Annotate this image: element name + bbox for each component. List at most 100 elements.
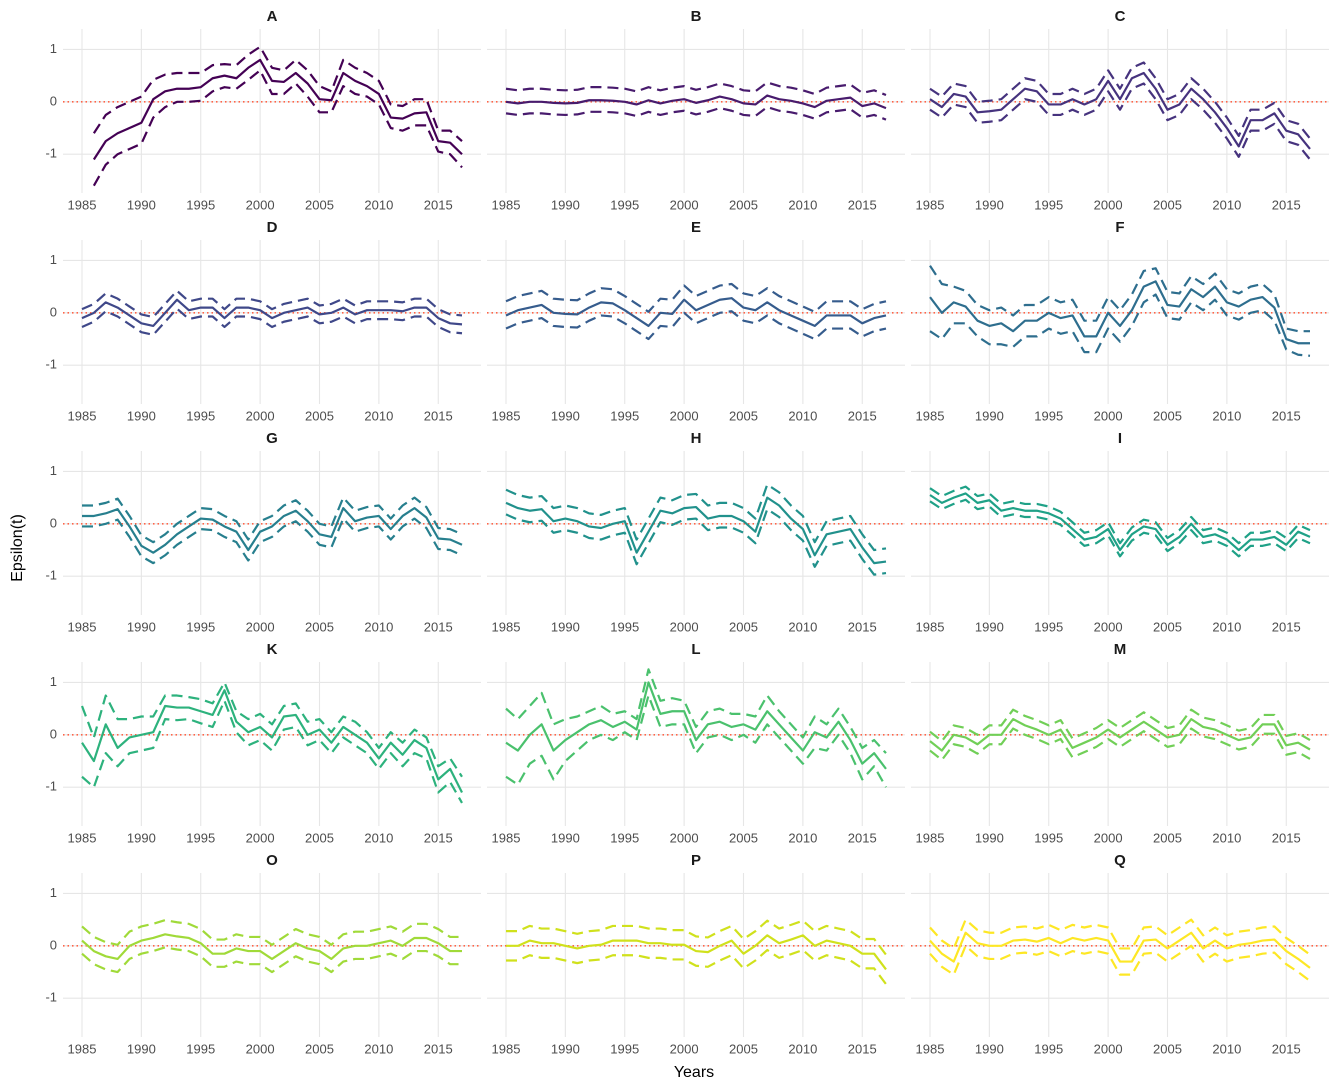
x-tick-label: 2005	[729, 408, 758, 423]
x-tick-label: 1995	[1034, 619, 1063, 634]
x-tick-label: 2010	[1212, 1041, 1241, 1056]
mean-line	[929, 71, 1311, 150]
x-tick-label: 1995	[186, 619, 215, 634]
y-tick-label: -1	[45, 357, 57, 372]
bound-line	[81, 699, 463, 804]
y-tick-label: 0	[50, 515, 57, 530]
x-tick-label: 2010	[364, 408, 393, 423]
x-tick-label: 2015	[1272, 197, 1301, 212]
mean-line	[505, 94, 887, 110]
facet-title: I	[1118, 430, 1122, 447]
y-axis-label: Epsilon(t)	[9, 514, 26, 582]
x-tick-label: 1995	[610, 408, 639, 423]
mean-line	[81, 689, 463, 793]
x-tick-label: 2010	[788, 619, 817, 634]
x-tick-label: 1995	[186, 197, 215, 212]
x-tick-label: 1985	[492, 408, 521, 423]
y-tick-label: 0	[50, 93, 57, 108]
x-tick-label: 1995	[610, 197, 639, 212]
x-tick-label: 2000	[670, 1041, 699, 1056]
bound-line	[82, 517, 463, 565]
x-tick-label: 2015	[848, 197, 877, 212]
x-tick-label: 2005	[729, 619, 758, 634]
mean-line	[506, 934, 887, 971]
x-tick-label: 2010	[364, 830, 393, 845]
x-tick-label: 1990	[975, 408, 1004, 423]
bound-line	[506, 948, 887, 985]
x-tick-label: 2005	[729, 1041, 758, 1056]
x-tick-label: 1995	[1034, 408, 1063, 423]
x-tick-label: 2015	[424, 197, 453, 212]
x-tick-label: 2005	[1153, 619, 1182, 634]
x-tick-label: 2000	[1094, 830, 1123, 845]
mean-line	[81, 933, 462, 961]
x-tick-label: 2015	[848, 830, 877, 845]
x-tick-label: 2000	[246, 619, 275, 634]
x-tick-label: 2000	[670, 408, 699, 423]
x-tick-label: 2010	[364, 619, 393, 634]
facet-title: B	[691, 8, 702, 25]
x-tick-label: 1985	[492, 619, 521, 634]
x-axis-label: Years	[674, 1064, 714, 1081]
x-tick-label: 2015	[1272, 619, 1301, 634]
x-tick-label: 2010	[1212, 830, 1241, 845]
y-tick-label: -1	[45, 779, 57, 794]
x-tick-label: 1985	[492, 830, 521, 845]
bound-line	[929, 498, 1311, 558]
bound-line	[92, 69, 463, 187]
bound-line	[505, 483, 887, 552]
x-tick-label: 2000	[1094, 1041, 1123, 1056]
x-tick-label: 2000	[246, 1041, 275, 1056]
x-tick-label: 2005	[729, 197, 758, 212]
x-tick-label: 2000	[670, 619, 699, 634]
x-tick-label: 1985	[916, 1041, 945, 1056]
bound-line	[929, 82, 1311, 161]
x-tick-label: 2010	[788, 830, 817, 845]
y-tick-label: 0	[50, 726, 57, 741]
x-tick-label: 1990	[127, 1041, 156, 1056]
bound-line	[92, 45, 463, 142]
bound-line	[505, 105, 887, 121]
bound-line	[929, 944, 1311, 982]
facet-title: L	[691, 641, 700, 658]
x-tick-label: 2015	[1272, 830, 1301, 845]
bound-line	[505, 668, 887, 754]
mean-line	[505, 496, 887, 565]
x-tick-label: 2015	[848, 408, 877, 423]
x-tick-label: 2005	[1153, 197, 1182, 212]
x-tick-label: 2010	[1212, 619, 1241, 634]
x-tick-label: 2000	[670, 830, 699, 845]
y-tick-label: -1	[45, 146, 57, 161]
x-tick-label: 2005	[305, 1041, 334, 1056]
mean-line	[929, 280, 1310, 345]
x-tick-label: 2005	[729, 830, 758, 845]
y-tick-label: 0	[50, 304, 57, 319]
x-tick-label: 1985	[916, 408, 945, 423]
facet-title: K	[267, 641, 278, 658]
x-tick-label: 2010	[1212, 408, 1241, 423]
facet-title: O	[266, 852, 278, 869]
x-tick-label: 1985	[492, 1041, 521, 1056]
bound-line	[82, 496, 463, 544]
x-tick-label: 2000	[246, 830, 275, 845]
bound-line	[929, 293, 1311, 357]
x-tick-label: 2015	[424, 408, 453, 423]
facet-title: G	[266, 430, 278, 447]
x-tick-label: 2010	[1212, 197, 1241, 212]
x-tick-label: 2015	[424, 1041, 453, 1056]
facet-title: P	[691, 852, 701, 869]
x-tick-label: 1985	[68, 197, 97, 212]
x-tick-label: 1985	[68, 830, 97, 845]
mean-line	[929, 718, 1311, 752]
bound-line	[505, 310, 887, 341]
facet-title: M	[1114, 641, 1127, 658]
x-tick-label: 1995	[186, 408, 215, 423]
x-tick-label: 1990	[975, 197, 1004, 212]
x-tick-label: 1990	[127, 408, 156, 423]
bound-line	[506, 919, 887, 956]
x-tick-label: 1990	[127, 197, 156, 212]
mean-line	[929, 492, 1311, 552]
y-tick-label: -1	[45, 568, 57, 583]
facet-title: F	[1115, 219, 1124, 236]
x-tick-label: 1990	[551, 830, 580, 845]
